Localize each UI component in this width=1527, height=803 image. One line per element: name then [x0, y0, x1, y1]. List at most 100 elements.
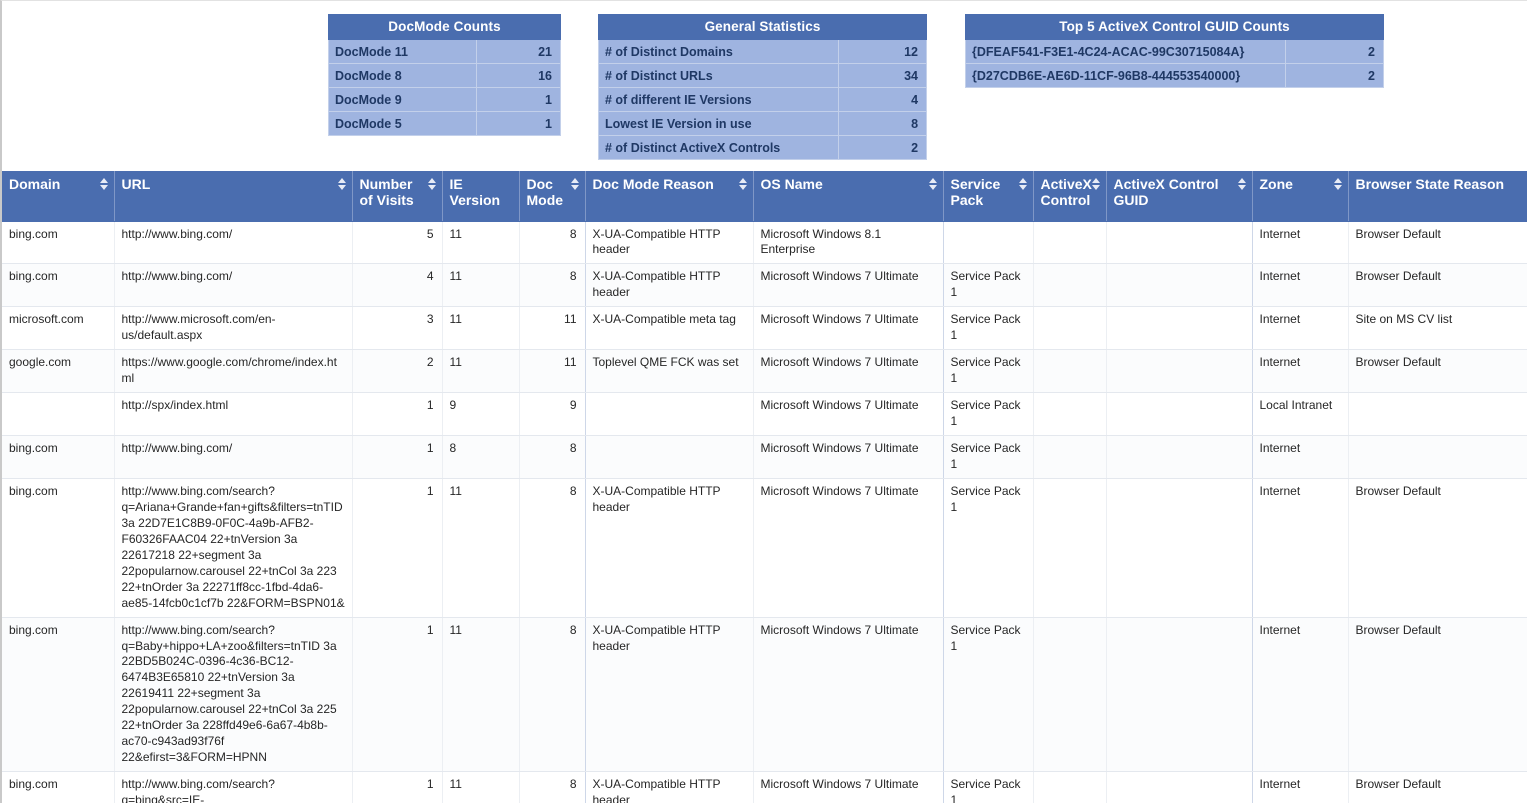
cell-sp: Service Pack 1 — [943, 478, 1034, 618]
sort-toggle-icon[interactable] — [1238, 178, 1247, 191]
column-header-url[interactable]: URL — [114, 171, 353, 222]
docmode-counts-table: DocMode Counts DocMode 11 21 DocMode 8 1… — [328, 14, 561, 136]
cell-reason: X-UA-Compatible HTTP header — [585, 771, 754, 803]
summary-value: 34 — [837, 63, 928, 88]
column-header-service-pack[interactable]: Service Pack — [943, 171, 1034, 222]
cell-reason — [585, 392, 754, 437]
cell-ax — [1033, 221, 1107, 265]
sort-toggle-icon[interactable] — [571, 178, 580, 191]
table-row[interactable]: bing.com http://www.bing.com/4 11 8 X-UA-Com… — [2, 263, 1527, 308]
cell-doc: 8 — [519, 771, 586, 803]
column-header-label: ActiveX Control — [1040, 176, 1092, 209]
cell-bsr: Site on MS CV list — [1348, 306, 1527, 351]
cell-axguid — [1106, 349, 1253, 394]
cell-ie: 11 — [442, 617, 520, 773]
cell-reason: Toplevel QME FCK was set — [585, 349, 754, 394]
summary-label: DocMode 11 — [328, 39, 477, 64]
cell-reason: X-UA-Compatible HTTP header — [585, 221, 754, 265]
summary-value: 2 — [1285, 39, 1384, 64]
cell-visits: 2 — [352, 349, 443, 394]
summary-row: # of different IE Versions 4 — [598, 87, 928, 112]
summary-row: DocMode 9 1 — [328, 87, 561, 112]
sort-toggle-icon[interactable] — [100, 178, 109, 191]
column-header-label: Browser State Reason — [1355, 176, 1505, 192]
column-header-doc-mode[interactable]: Doc Mode — [519, 171, 586, 222]
cell-os: Microsoft Windows 7 Ultimate — [753, 617, 944, 773]
sort-toggle-icon[interactable] — [338, 178, 347, 191]
cell-ax — [1033, 306, 1107, 351]
sort-toggle-icon[interactable] — [739, 178, 748, 191]
column-header-label: Doc Mode Reason — [592, 176, 714, 192]
sort-toggle-icon[interactable] — [1334, 178, 1343, 191]
summary-label: {D27CDB6E-AE6D-11CF-96B8-444553540000} — [965, 63, 1286, 88]
cell-os: Microsoft Windows 7 Ultimate — [753, 349, 944, 394]
summary-value: 4 — [837, 87, 928, 112]
table-row[interactable]: bing.com http://www.bing.com/search?q=bin… — [2, 771, 1527, 803]
summary-title-row: Top 5 ActiveX Control GUID Counts — [965, 14, 1384, 40]
table-row[interactable]: microsoft.com http://www.microsoft.com/en… — [2, 306, 1527, 351]
cell-zone: Internet — [1252, 306, 1349, 351]
cell-visits: 1 — [352, 617, 443, 773]
cell-domain: google.com — [2, 349, 115, 394]
column-header-browser-state-reason[interactable]: Browser State Reason — [1348, 171, 1527, 222]
cell-os: Microsoft Windows 7 Ultimate — [753, 263, 944, 308]
column-header-domain[interactable]: Domain — [2, 171, 115, 222]
sort-toggle-icon[interactable] — [1019, 178, 1028, 191]
cell-url: http://www.bing.com/ — [114, 263, 353, 308]
cell-os: Microsoft Windows 7 Ultimate — [753, 435, 944, 479]
cell-sp — [943, 221, 1034, 265]
cell-bsr: Browser Default — [1348, 771, 1527, 803]
summary-value: 1 — [476, 111, 561, 136]
table-row[interactable]: bing.com http://www.bing.com/search?q=Bab… — [2, 617, 1527, 773]
summary-label: Lowest IE Version in use — [598, 111, 839, 136]
sort-toggle-icon[interactable] — [1092, 178, 1101, 191]
grid-header-row: Domain URL Number of Visits IE Version — [2, 171, 1527, 222]
summary-value: 2 — [837, 135, 928, 160]
cell-sp: Service Pack 1 — [943, 392, 1034, 437]
summary-label: # of Distinct Domains — [598, 39, 839, 64]
cell-axguid — [1106, 263, 1253, 308]
cell-url: http://www.bing.com/search?q=Baby+hippo+… — [114, 617, 353, 773]
summary-label: DocMode 8 — [328, 63, 477, 88]
cell-doc: 9 — [519, 392, 586, 437]
cell-visits: 4 — [352, 263, 443, 308]
cell-zone: Local Intranet — [1252, 392, 1349, 437]
cell-domain — [2, 392, 115, 437]
sort-toggle-icon[interactable] — [428, 178, 437, 191]
table-row[interactable]: http://spx/index.html 1 9 9 Microsoft Window… — [2, 392, 1527, 437]
sort-toggle-icon[interactable] — [929, 178, 938, 191]
cell-visits: 1 — [352, 478, 443, 618]
cell-os: Microsoft Windows 8.1 Enterprise — [753, 221, 944, 265]
column-header-label: Doc Mode — [526, 176, 564, 209]
summary-row: DocMode 5 1 — [328, 111, 561, 136]
summary-row: Lowest IE Version in use 8 — [598, 111, 928, 136]
table-row[interactable]: bing.com http://www.bing.com/search?q=Ari… — [2, 478, 1527, 618]
cell-url: http://www.bing.com/ — [114, 221, 353, 265]
column-header-doc-mode-reason[interactable]: Doc Mode Reason — [585, 171, 754, 222]
cell-url: http://www.microsoft.com/en-us/default.a… — [114, 306, 353, 351]
column-header-label: IE Version — [449, 176, 501, 209]
cell-visits: 1 — [352, 771, 443, 803]
cell-zone: Internet — [1252, 771, 1349, 803]
summary-row: # of Distinct URLs 34 — [598, 63, 928, 88]
column-header-activex-control[interactable]: ActiveX Control — [1033, 171, 1107, 222]
table-row[interactable]: bing.com http://www.bing.com/5 11 8 X-UA-Com… — [2, 221, 1527, 265]
table-row[interactable]: google.com https://www.google.com/chrome/… — [2, 349, 1527, 394]
column-header-zone[interactable]: Zone — [1252, 171, 1349, 222]
table-row[interactable]: bing.com http://www.bing.com/1 8 8 Microsoft… — [2, 435, 1527, 479]
column-header-number-of-visits[interactable]: Number of Visits — [352, 171, 443, 222]
cell-visits: 3 — [352, 306, 443, 351]
column-header-activex-control-guid[interactable]: ActiveX Control GUID — [1106, 171, 1253, 222]
top5-activex-guid-counts-title: Top 5 ActiveX Control GUID Counts — [965, 14, 1384, 40]
summary-row: DocMode 8 16 — [328, 63, 561, 88]
cell-os: Microsoft Windows 7 Ultimate — [753, 478, 944, 618]
cell-visits: 1 — [352, 435, 443, 479]
column-header-os-name[interactable]: OS Name — [753, 171, 944, 222]
cell-axguid — [1106, 221, 1253, 265]
cell-ie: 8 — [442, 435, 520, 479]
summary-row: {DFEAF541-F3E1-4C24-ACAC-99C30715084A} 2 — [965, 39, 1384, 64]
docmode-counts-title: DocMode Counts — [328, 14, 561, 40]
cell-ie: 11 — [442, 771, 520, 803]
summary-row: DocMode 11 21 — [328, 39, 561, 64]
column-header-ie-version[interactable]: IE Version — [442, 171, 520, 222]
